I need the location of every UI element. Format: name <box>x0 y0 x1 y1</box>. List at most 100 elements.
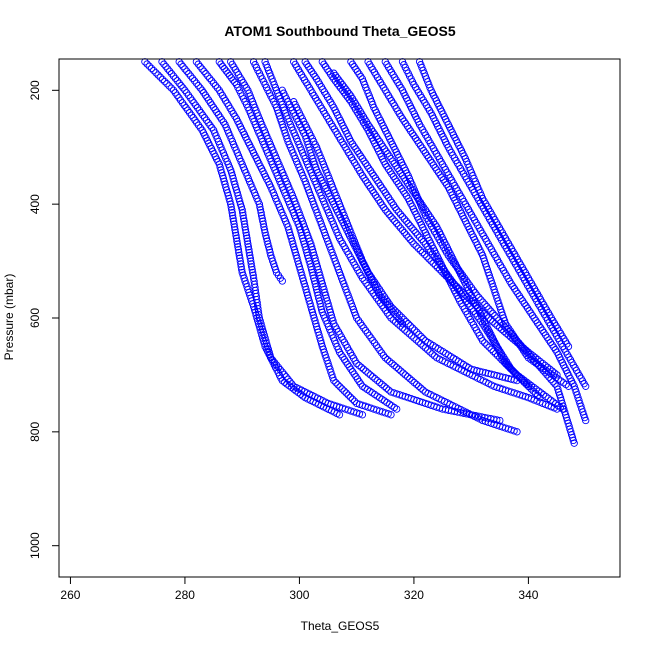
data-point <box>269 356 277 364</box>
data-point <box>229 214 237 223</box>
data-point <box>238 265 246 274</box>
data-point <box>582 416 590 425</box>
data-point <box>242 228 250 237</box>
data-point <box>379 351 388 360</box>
data-point <box>554 375 563 383</box>
data-point <box>190 99 198 107</box>
data-point <box>383 301 391 309</box>
data-point <box>417 332 425 341</box>
data-point <box>230 223 239 231</box>
data-point <box>206 98 214 107</box>
data-point <box>332 379 340 387</box>
data-point <box>188 96 196 104</box>
data-point <box>243 234 251 242</box>
data-point <box>385 152 394 160</box>
data-point <box>408 224 416 232</box>
data-point <box>386 196 394 204</box>
data-point <box>228 206 236 214</box>
data-point <box>418 248 427 257</box>
data-point <box>262 234 271 242</box>
data-point <box>485 305 493 313</box>
data-point <box>527 355 535 364</box>
data-point <box>245 246 253 254</box>
data-point <box>541 331 550 339</box>
data-point <box>400 215 409 223</box>
y-tick-label: 600 <box>28 308 42 328</box>
data-point <box>340 355 349 364</box>
data-point <box>401 326 409 334</box>
data-point <box>171 74 180 83</box>
data-point <box>517 294 525 303</box>
data-point <box>299 274 307 282</box>
data-point <box>350 370 358 378</box>
data-point <box>330 376 338 385</box>
data-point <box>213 108 221 116</box>
data-point <box>152 69 160 77</box>
data-point <box>430 352 439 360</box>
data-point <box>528 311 537 320</box>
data-point <box>234 243 242 251</box>
data-point <box>145 62 153 70</box>
data-point <box>364 369 372 377</box>
data-point <box>311 72 319 81</box>
data-point <box>194 121 203 129</box>
data-point <box>406 127 415 135</box>
data-point <box>270 358 279 367</box>
data-point <box>416 246 425 255</box>
data-point <box>473 367 481 375</box>
data-point <box>582 382 590 390</box>
data-point <box>371 191 380 199</box>
data-point <box>393 206 401 214</box>
data-point <box>396 210 405 219</box>
data-point <box>208 124 216 132</box>
data-point <box>143 60 151 68</box>
data-point <box>423 253 431 261</box>
data-point <box>513 428 521 436</box>
data-point <box>407 332 416 340</box>
data-point <box>530 314 538 322</box>
data-point <box>431 163 439 172</box>
data-point <box>544 394 552 402</box>
data-point <box>532 359 540 367</box>
data-point <box>265 243 273 251</box>
y-tick-label: 800 <box>28 422 42 442</box>
data-point <box>353 314 361 322</box>
x-axis: 260 280 300 320 340 <box>60 576 539 602</box>
data-point <box>278 368 286 376</box>
data-point <box>453 264 461 272</box>
data-point <box>235 248 243 257</box>
data-point <box>537 389 545 397</box>
data-point <box>162 62 170 71</box>
data-point <box>368 169 376 177</box>
data-point <box>187 111 196 119</box>
data-point <box>376 181 385 190</box>
data-point <box>539 364 548 373</box>
data-point <box>360 324 368 332</box>
data-point <box>396 317 405 325</box>
data-point <box>387 411 395 419</box>
data-point <box>167 84 175 92</box>
data-point <box>382 295 390 303</box>
data-point <box>393 219 401 228</box>
data-point <box>415 233 424 241</box>
data-point <box>475 293 483 302</box>
data-point <box>479 298 487 306</box>
data-point <box>288 380 296 388</box>
data-point <box>417 384 425 392</box>
data-point <box>348 140 357 148</box>
profile-series-14 <box>330 69 533 390</box>
profile-series-1 <box>141 58 344 419</box>
data-point <box>457 269 465 277</box>
data-point <box>358 274 367 282</box>
data-point <box>473 291 481 299</box>
data-point <box>369 336 377 345</box>
data-point <box>163 80 171 88</box>
data-point <box>380 382 388 390</box>
data-point <box>218 115 226 124</box>
data-point <box>335 411 344 419</box>
data-point <box>258 214 266 223</box>
data-point <box>466 281 474 289</box>
data-point <box>420 146 428 155</box>
data-point <box>374 344 382 352</box>
data-point <box>169 72 178 80</box>
